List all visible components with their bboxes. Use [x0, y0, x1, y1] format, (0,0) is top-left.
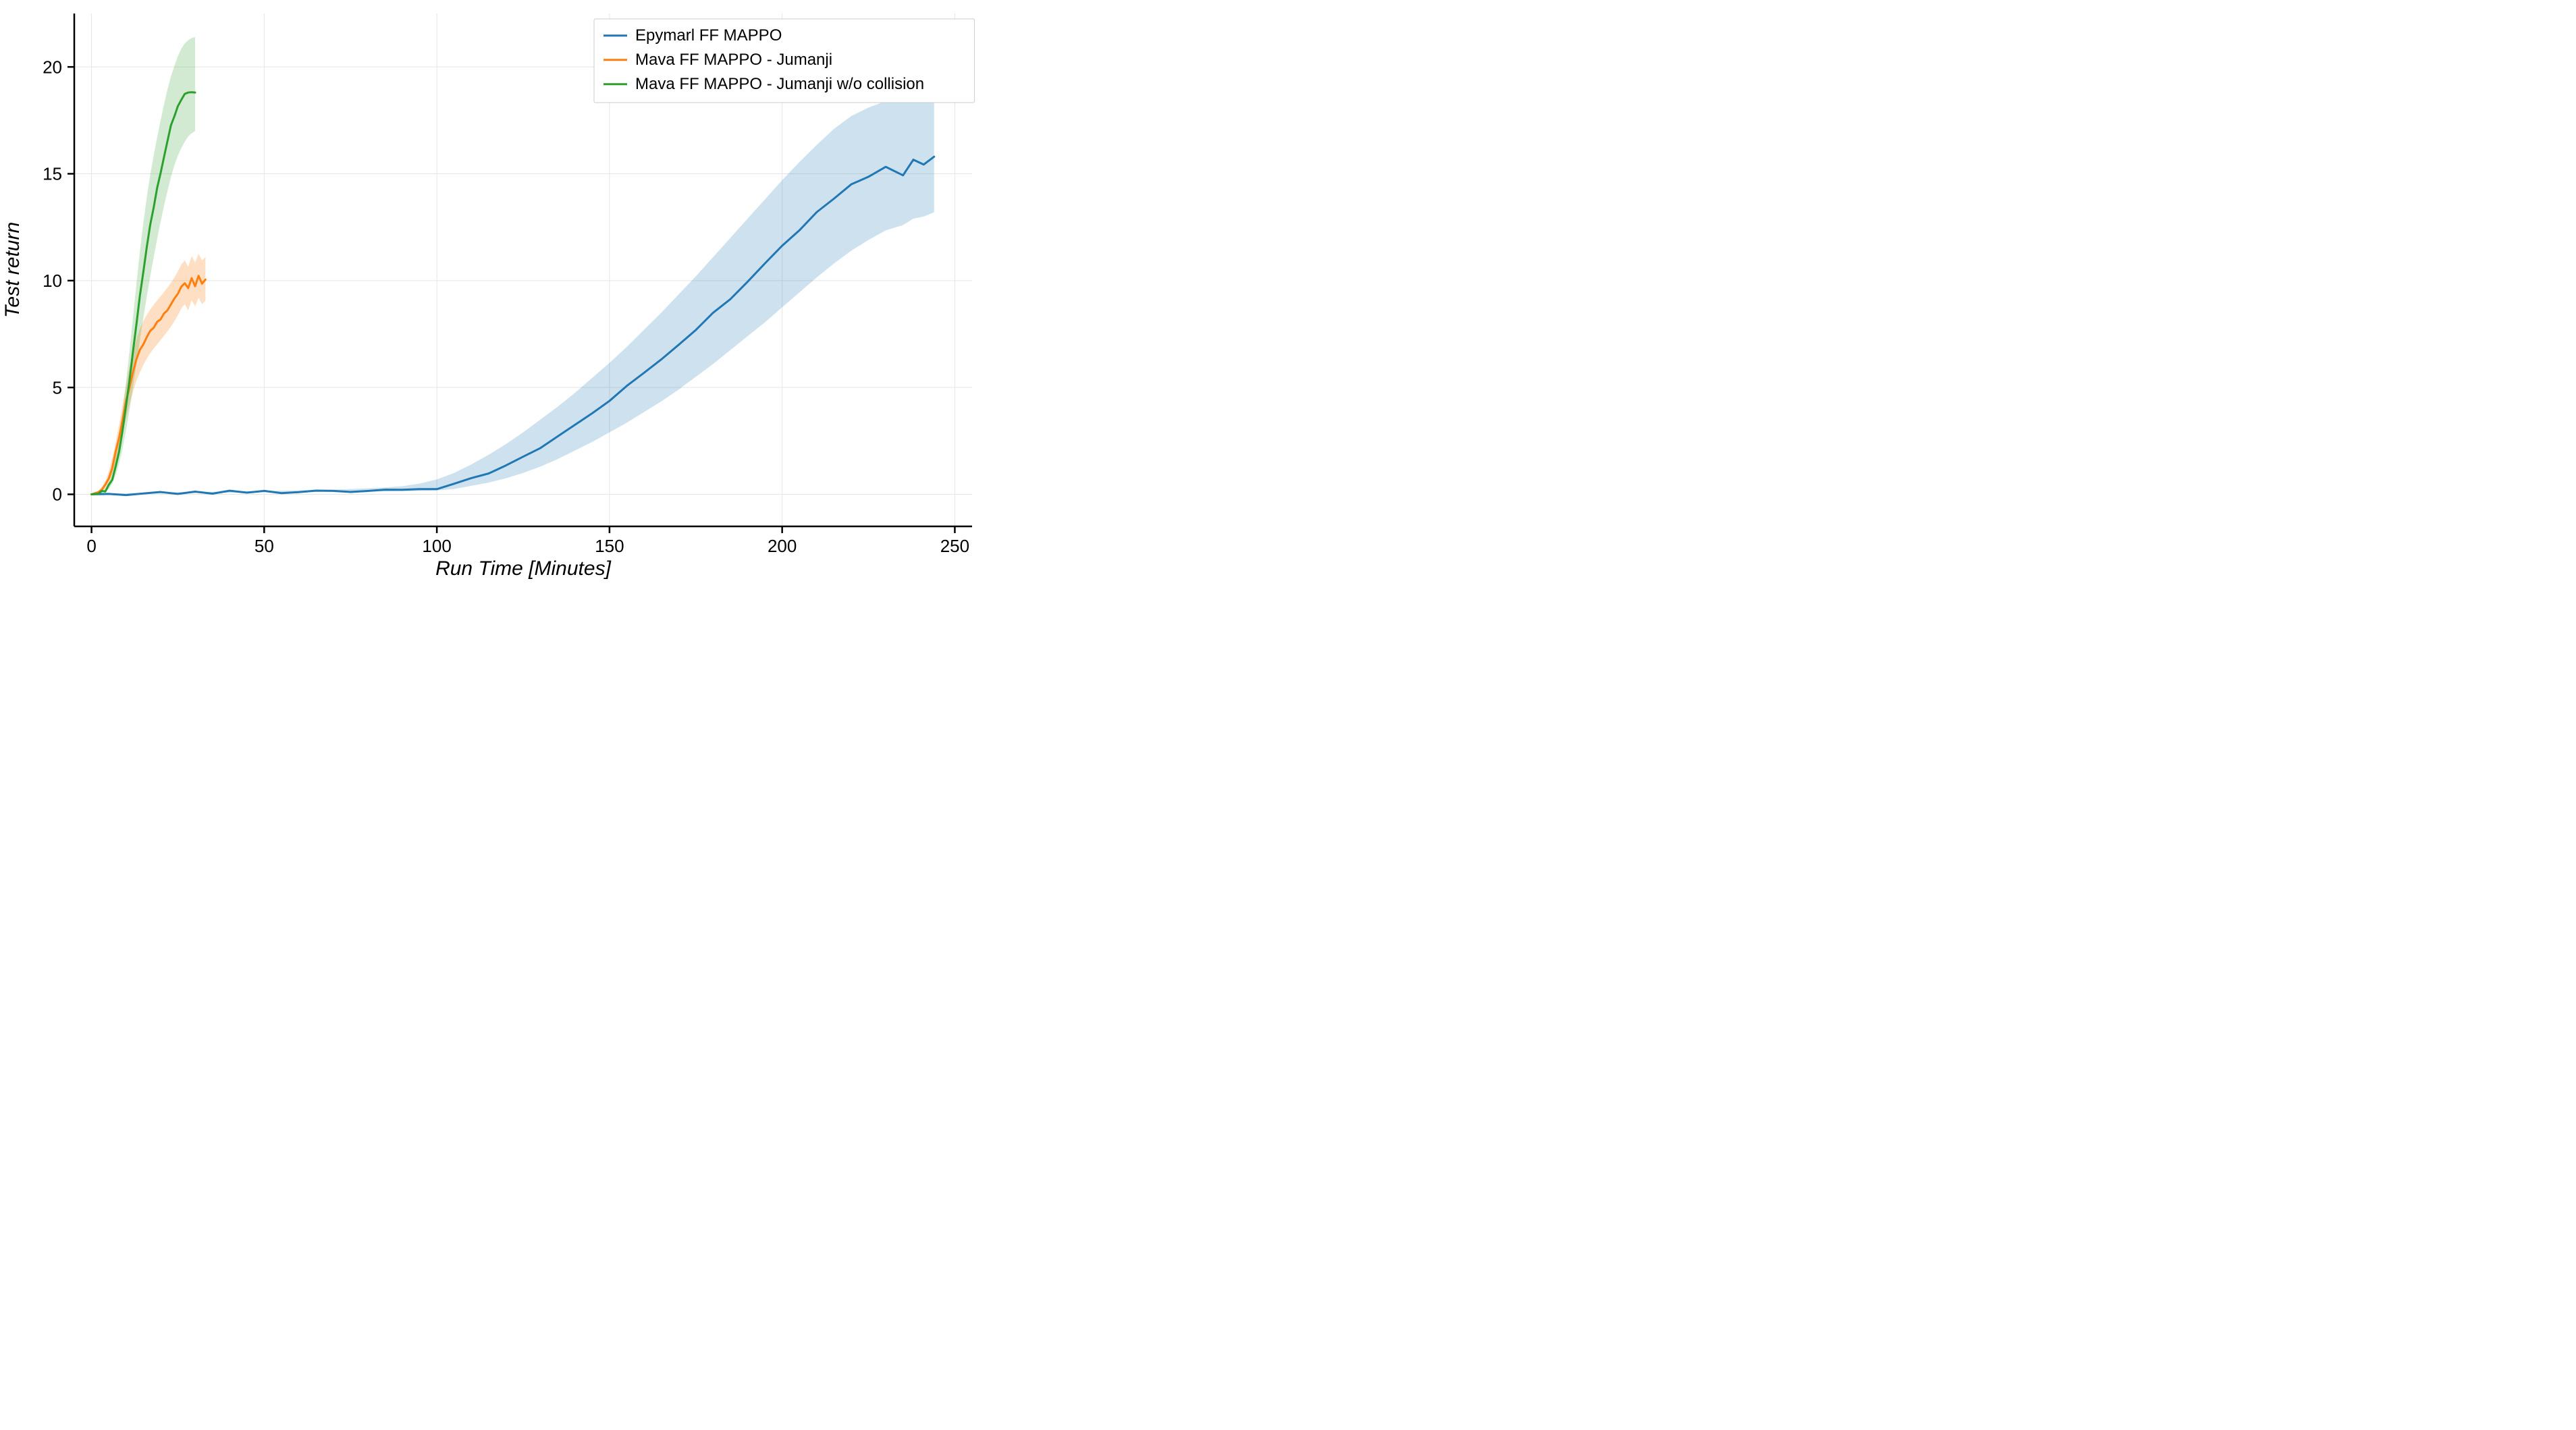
x-tick-label: 200: [768, 536, 797, 556]
y-tick-label: 10: [43, 271, 62, 291]
legend-label: Mava FF MAPPO - Jumanji: [635, 51, 832, 69]
y-tick-label: 5: [53, 377, 62, 397]
legend-label: Mava FF MAPPO - Jumanji w/o collision: [635, 75, 924, 93]
chart-container: 0 50 100 150 200 250 0 5 10 15 20 Run Time [Minutes…: [0, 0, 992, 587]
x-tick-label: 100: [422, 536, 451, 556]
y-tick-label: 15: [43, 164, 62, 184]
x-tick-label: 150: [595, 536, 624, 556]
legend: Epymarl FF MAPPO Mava FF MAPPO - Jumanji M…: [594, 19, 974, 103]
y-tick-label: 20: [43, 57, 62, 77]
x-tick-label: 50: [254, 536, 274, 556]
x-tick-label: 0: [86, 536, 96, 556]
y-tick-label: 0: [53, 485, 62, 505]
x-tick-label: 250: [940, 536, 969, 556]
y-axis-label: Test return: [1, 222, 24, 318]
x-axis-label: Run Time [Minutes]: [435, 557, 611, 580]
legend-label: Epymarl FF MAPPO: [635, 26, 782, 45]
chart-svg: 0 50 100 150 200 250 0 5 10 15 20 Run Time [Minutes…: [0, 0, 992, 587]
